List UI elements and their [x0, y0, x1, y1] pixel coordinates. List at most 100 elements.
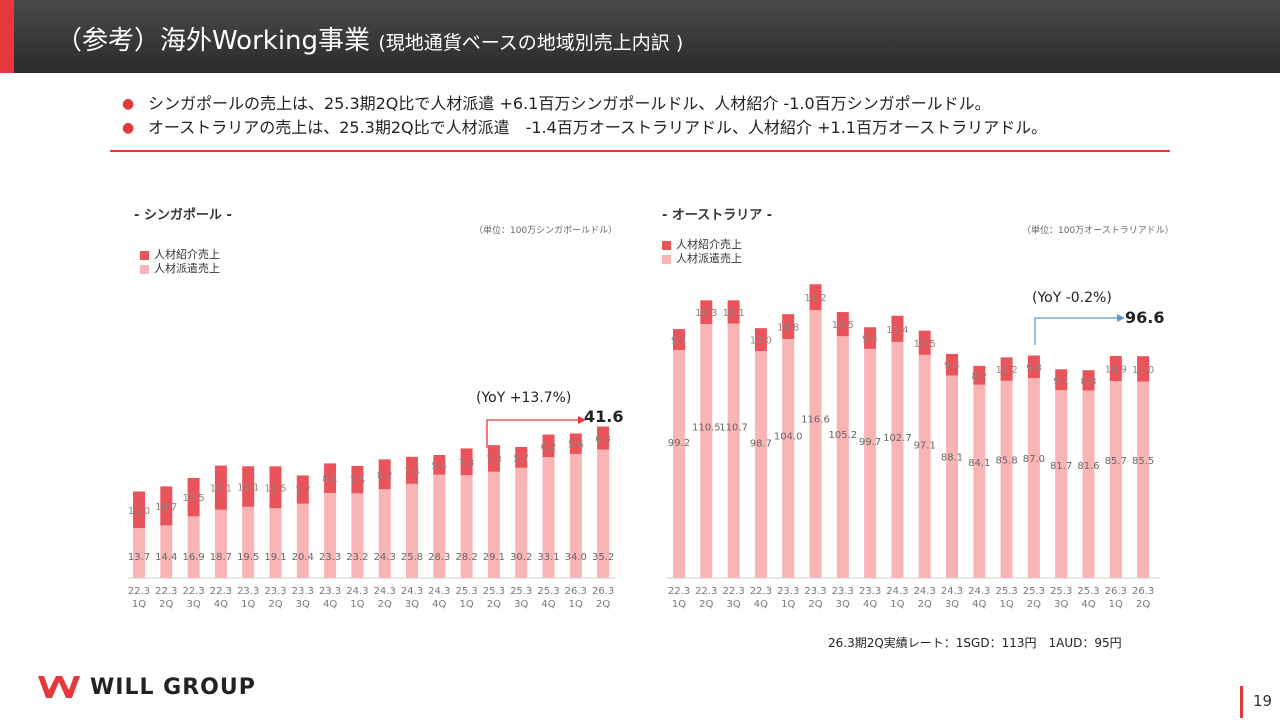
yoy-arrow-head	[1117, 314, 1125, 322]
bar-dispatch-australia	[1109, 381, 1122, 578]
bar-placement-australia	[1027, 355, 1040, 379]
will-group-logo-icon	[38, 676, 80, 698]
data-label-dispatch: 102.7	[883, 433, 912, 444]
data-label-placement: 11.0	[1132, 365, 1154, 376]
data-label-dispatch: 28.3	[428, 552, 450, 563]
legend-label: 人材派遣売上	[154, 262, 220, 275]
x-tick-label-year: 22.3	[695, 586, 717, 597]
bar-placement-australia	[809, 284, 822, 311]
bar-placement-australia	[836, 312, 849, 337]
bar-dispatch-singapore	[460, 475, 473, 578]
x-tick-label-year: 23.3	[804, 586, 826, 597]
data-label-dispatch: 19.5	[237, 552, 259, 563]
data-label-placement: 9.1	[1053, 376, 1069, 387]
x-tick-label-quarter: 1Q	[781, 599, 795, 610]
legend-item-dispatch: 人材派遣売上	[662, 252, 742, 266]
total-value-label: 96.6	[1125, 308, 1164, 327]
exchange-rate-note: 26.3期2Q実績レート：1SGD：113円 1AUD：95円	[828, 636, 1122, 650]
data-label-placement: 5.7	[513, 453, 529, 464]
bar-dispatch-australia	[836, 336, 849, 578]
bar-placement-singapore	[187, 478, 200, 517]
data-label-placement: 6.2	[541, 442, 557, 453]
data-label-dispatch: 34.0	[565, 552, 587, 563]
bar-placement-singapore	[406, 456, 418, 484]
x-tick-label-year: 23.3	[264, 586, 286, 597]
data-label-placement: 12.1	[210, 484, 232, 495]
x-tick-label-year: 25.3	[995, 586, 1017, 597]
data-label-placement: 8.1	[322, 474, 338, 485]
data-label-placement: 10.8	[777, 323, 799, 334]
bar-dispatch-australia	[973, 384, 986, 578]
bar-placement-australia	[864, 327, 877, 349]
x-tick-label-quarter: 3Q	[296, 599, 310, 610]
data-label-dispatch: 30.2	[510, 552, 532, 563]
x-tick-label-quarter: 1Q	[1109, 599, 1123, 610]
data-label-dispatch: 110.5	[692, 423, 721, 434]
data-label-placement: 9.8	[1026, 363, 1042, 374]
bar-dispatch-australia	[1082, 390, 1095, 578]
divider-line	[110, 150, 1170, 152]
bar-dispatch-australia	[782, 338, 795, 578]
yoy-arrow-head	[578, 416, 586, 424]
data-label-dispatch: 25.8	[401, 552, 423, 563]
x-tick-label-year: 24.3	[346, 586, 368, 597]
legend-singapore: 人材紹介売上 人材派遣売上	[140, 248, 220, 276]
x-tick-label-quarter: 3Q	[836, 599, 850, 610]
data-label-placement: 10.2	[995, 365, 1017, 376]
data-label-placement: 10.5	[182, 493, 204, 504]
x-tick-label-quarter: 2Q	[1027, 599, 1041, 610]
data-label-placement: 7.5	[349, 476, 365, 487]
bar-placement-singapore	[597, 426, 610, 450]
x-tick-label-quarter: 2Q	[159, 599, 173, 610]
bar-dispatch-singapore	[569, 453, 582, 578]
page-title-main: （参考）海外Working事業	[56, 26, 371, 56]
x-tick-label-quarter: 3Q	[726, 599, 740, 610]
x-tick-label-year: 22.3	[750, 586, 772, 597]
data-label-dispatch: 97.1	[914, 441, 936, 452]
bullet-item: ● シンガポールの売上は、25.3期2Q比で人材派遣 +6.1百万シンガポールド…	[122, 92, 1047, 116]
bar-placement-australia	[727, 300, 740, 324]
bar-dispatch-australia	[918, 354, 931, 578]
x-tick-label-quarter: 1Q	[350, 599, 364, 610]
data-label-dispatch: 104.0	[774, 431, 803, 442]
x-tick-label-year: 22.3	[210, 586, 232, 597]
bar-dispatch-singapore	[133, 528, 145, 578]
bar-placement-singapore	[378, 459, 391, 490]
x-tick-label-quarter: 2Q	[268, 599, 282, 610]
x-tick-label-year: 24.3	[914, 586, 936, 597]
bar-placement-australia	[700, 300, 713, 325]
data-label-placement: 11.1	[237, 483, 259, 494]
bar-placement-singapore	[324, 463, 337, 493]
x-tick-label-quarter: 4Q	[972, 599, 986, 610]
bar-dispatch-singapore	[542, 457, 555, 578]
x-tick-label-quarter: 3Q	[945, 599, 959, 610]
x-tick-label-year: 25.3	[455, 586, 477, 597]
bar-dispatch-australia	[1055, 390, 1068, 578]
data-label-placement: 6.3	[595, 434, 611, 445]
x-tick-label-year: 25.3	[510, 586, 532, 597]
bar-placement-australia	[891, 315, 904, 342]
data-label-dispatch: 28.2	[455, 552, 477, 563]
bar-placement-singapore	[133, 491, 145, 528]
bar-placement-australia	[1082, 370, 1095, 391]
data-label-dispatch: 29.1	[483, 552, 505, 563]
x-tick-label-year: 25.3	[537, 586, 559, 597]
x-tick-label-year: 26.3	[1105, 586, 1127, 597]
bullet-marker: ●	[122, 96, 135, 112]
x-tick-label-year: 25.3	[483, 586, 505, 597]
data-label-placement: 9.4	[862, 334, 878, 345]
bar-dispatch-australia	[864, 348, 877, 578]
x-tick-label-year: 24.3	[941, 586, 963, 597]
header-accent	[0, 0, 14, 73]
x-tick-label-year: 24.3	[401, 586, 423, 597]
legend-item-placement: 人材紹介売上	[662, 238, 742, 252]
yoy-label: (YoY -0.2%)	[1032, 290, 1112, 306]
bar-dispatch-singapore	[406, 483, 418, 578]
data-label-placement: 5.4	[431, 461, 447, 472]
data-label-dispatch: 13.7	[128, 552, 150, 563]
bar-placement-australia	[918, 330, 931, 355]
bar-placement-australia	[673, 329, 685, 350]
x-tick-label-quarter: 4Q	[541, 599, 555, 610]
yoy-label: (YoY +13.7%)	[476, 390, 571, 406]
bar-placement-singapore	[515, 446, 528, 468]
